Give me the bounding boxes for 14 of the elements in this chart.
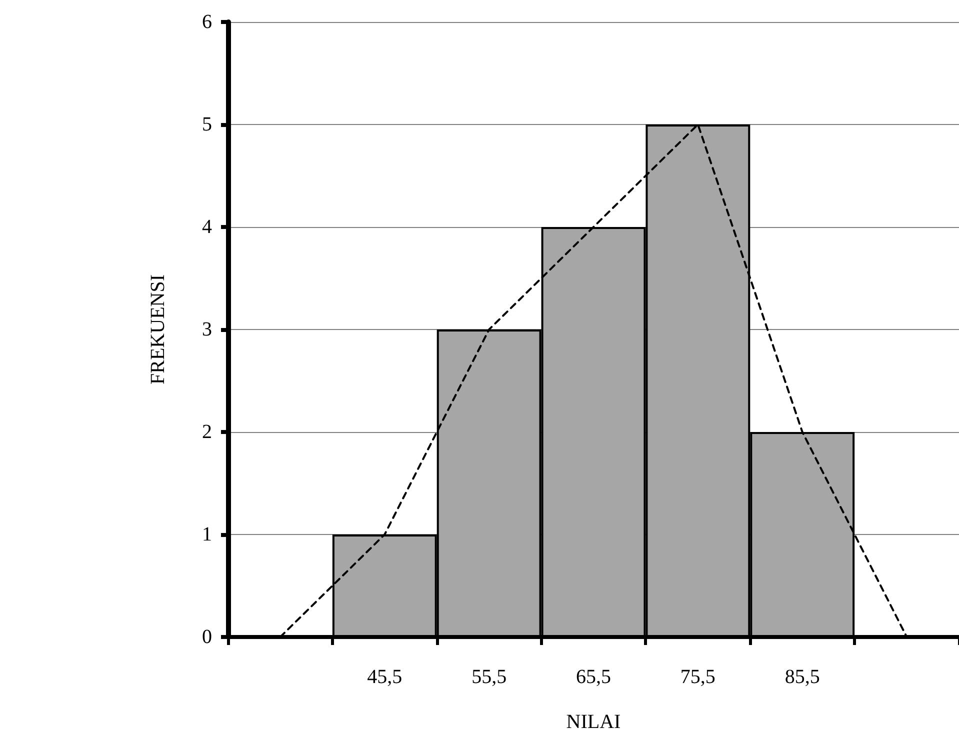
x-tick-label: 75,5: [680, 666, 716, 688]
x-axis-title: NILAI: [566, 711, 621, 733]
y-tick-label: 1: [202, 524, 212, 546]
y-tick-label: 3: [202, 318, 212, 340]
y-tick-label: 0: [202, 626, 212, 648]
y-tick-label: 2: [202, 421, 212, 443]
x-tick-label: 65,5: [576, 666, 611, 688]
y-tick-label: 5: [202, 114, 212, 136]
x-tick-label: 85,5: [784, 666, 820, 688]
y-tick-label: 6: [202, 11, 212, 33]
x-tick-label: 55,5: [472, 666, 507, 688]
y-tick-label: 4: [202, 216, 212, 238]
x-tick-label: 45,5: [367, 666, 402, 688]
y-axis-title: FREKUENSI: [147, 274, 169, 385]
